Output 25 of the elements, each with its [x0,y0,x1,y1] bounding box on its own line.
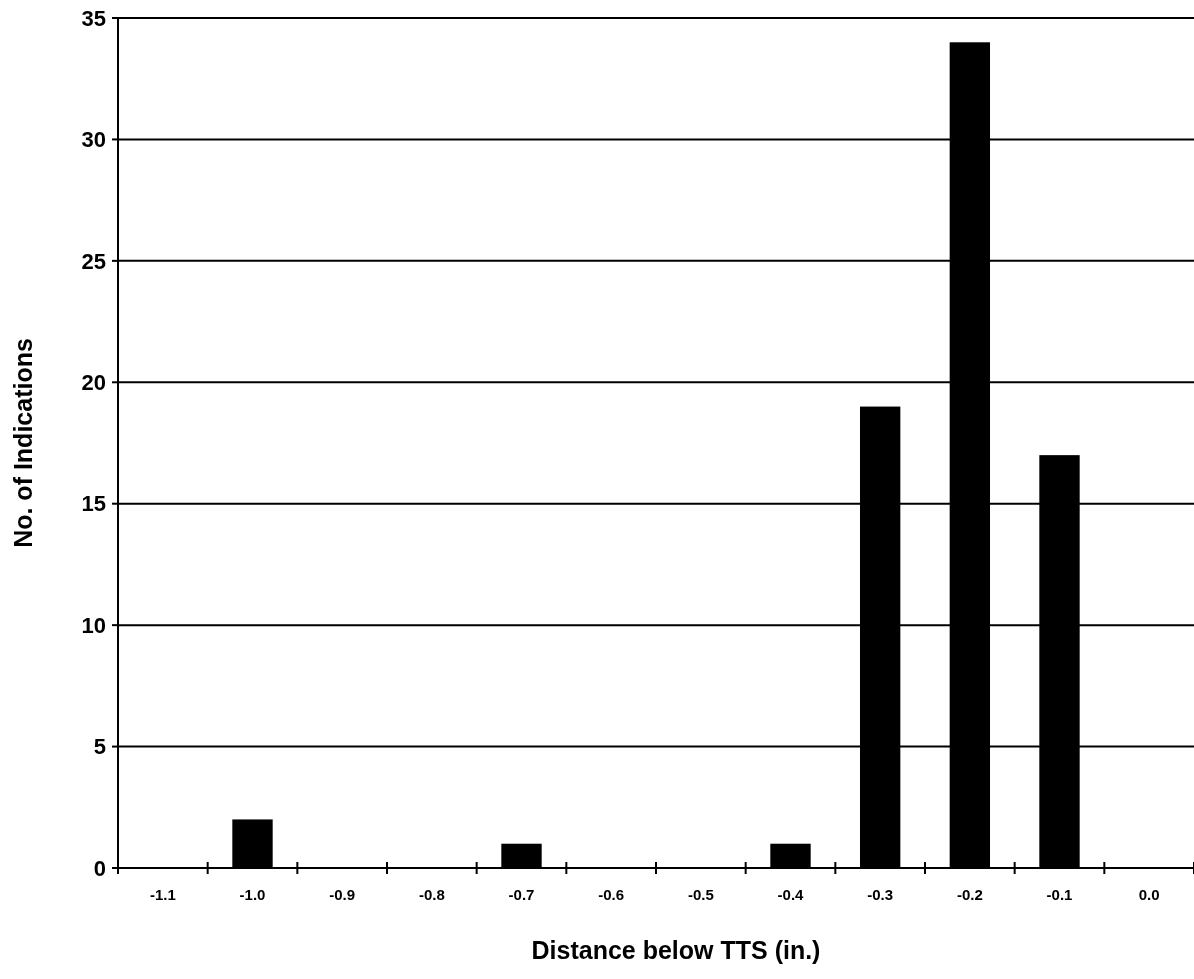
y-tick-label: 30 [81,127,106,153]
x-tick-label: -1.0 [239,886,266,903]
x-tick-label: -0.9 [329,886,356,903]
x-axis-title: Distance below TTS (in.) [531,936,821,964]
y-tick-label: 35 [81,5,106,31]
bar [501,843,542,868]
x-tick-label: -0.6 [598,886,625,903]
y-tick-label: 20 [81,369,106,395]
x-tick-label: -0.4 [777,886,805,903]
y-axis-title: No. of Indications [9,338,37,548]
bar [232,819,273,868]
bar [770,843,811,868]
y-tick-label: 15 [81,491,106,517]
y-tick-label: 5 [93,734,106,760]
x-tick-label: -0.5 [687,886,714,903]
y-tick-label: 10 [81,612,106,638]
y-tick-label: 25 [81,248,106,274]
x-tick-label: 0.0 [1138,886,1160,903]
x-tick-label: -1.1 [149,886,176,903]
x-tick-label: -0.2 [956,886,983,903]
x-tick-label: -0.8 [418,886,445,903]
x-tick-label: -0.7 [508,886,535,903]
x-tick-label: -0.3 [867,886,894,903]
y-tick-label: 0 [93,855,106,881]
x-tick-label: -0.1 [1046,886,1073,903]
